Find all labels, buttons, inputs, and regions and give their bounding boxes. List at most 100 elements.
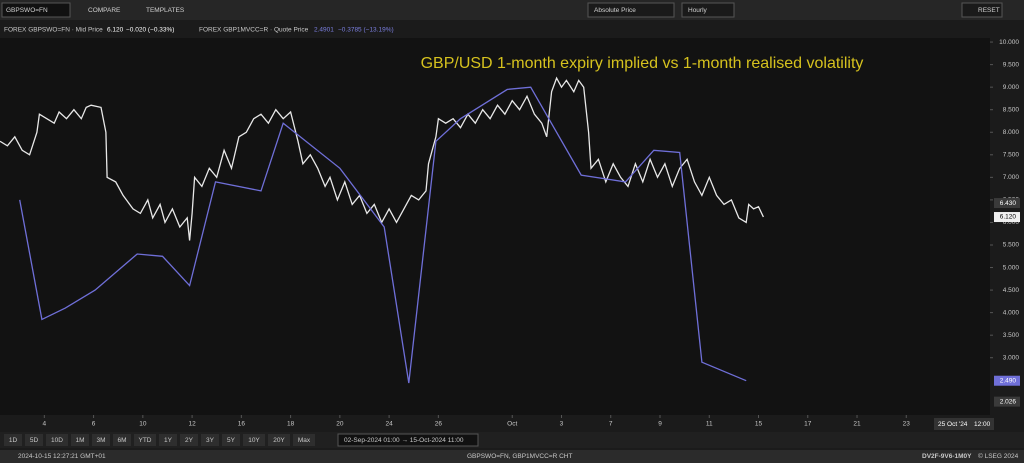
legend-2-name: FOREX GBP1MVCC=R · Quote Price <box>199 27 309 34</box>
price-tag <box>994 212 1020 223</box>
x-tick-label: 23 <box>903 421 911 428</box>
y-tick-label: 9.000 <box>1003 84 1020 91</box>
symbol-box[interactable] <box>1 2 71 18</box>
x-tick-label: 4 <box>43 421 47 428</box>
y-tick-label: 10.000 <box>999 39 1019 46</box>
series-line <box>0 76 764 241</box>
x-tick-label: 3 <box>560 421 564 428</box>
status-bar <box>0 450 1024 463</box>
legend-1-price: 6.120 <box>107 27 124 34</box>
range-button-box[interactable] <box>159 434 177 446</box>
range-button[interactable]: 3M <box>96 437 105 444</box>
range-button[interactable]: 10D <box>51 437 63 444</box>
range-button[interactable]: Max <box>298 437 311 444</box>
price-type-select[interactable]: Absolute Price <box>594 7 636 14</box>
range-button-box[interactable] <box>134 434 156 446</box>
x-tick-label: 9 <box>658 421 662 428</box>
toolbar <box>0 0 1024 20</box>
series-line <box>19 86 747 384</box>
y-tick-label: 5.000 <box>1003 264 1020 271</box>
x-end-time: 12:00 <box>974 421 991 428</box>
status-time: 2024-10-15 12:27:21 GMT+01 <box>18 453 106 460</box>
range-button[interactable]: 10Y <box>248 437 260 444</box>
x-end-box <box>934 418 994 430</box>
price-type-box[interactable] <box>587 2 675 18</box>
range-button[interactable]: 5Y <box>227 437 236 444</box>
range-button-box[interactable] <box>222 434 240 446</box>
price-tag <box>994 396 1020 407</box>
range-button[interactable]: 1D <box>9 437 18 444</box>
range-button-box[interactable] <box>4 434 22 446</box>
price-tag-label: 2.026 <box>1000 398 1017 405</box>
chart-title: GBP/USD 1-month expiry implied vs 1-mont… <box>421 55 864 72</box>
x-tick-label: 17 <box>804 421 812 428</box>
x-tick-label: 11 <box>706 421 713 428</box>
range-button-box[interactable] <box>293 434 315 446</box>
range-button-box[interactable] <box>268 434 290 446</box>
y-tick-label: 3.000 <box>1003 354 1020 361</box>
x-tick-label: 15 <box>755 421 763 428</box>
y-tick-label: 4.000 <box>1003 309 1020 316</box>
compare-button[interactable]: COMPARE <box>88 7 121 14</box>
interval-box[interactable] <box>681 2 735 18</box>
reset-button[interactable]: RESET <box>978 7 1000 14</box>
range-button-box[interactable] <box>113 434 131 446</box>
range-button[interactable]: 3Y <box>206 437 215 444</box>
status-copyright: © LSEG 2024 <box>978 452 1019 460</box>
x-tick-label: 20 <box>336 421 344 428</box>
x-tick-label: 10 <box>139 421 147 428</box>
legend-1-change: −0.020 (−0.33%) <box>126 27 174 34</box>
range-button[interactable]: 5D <box>30 437 39 444</box>
x-tick-label: 6 <box>92 421 96 428</box>
x-tick-label: 24 <box>385 421 393 428</box>
y-tick-label: 8.500 <box>1003 106 1020 113</box>
price-tag-label: 2.490 <box>1000 377 1017 384</box>
range-button[interactable]: 6M <box>117 437 126 444</box>
range-button-box[interactable] <box>92 434 110 446</box>
y-tick-label: 5.500 <box>1003 242 1020 249</box>
x-tick-label: 12 <box>188 421 196 428</box>
x-tick-label: 18 <box>287 421 295 428</box>
x-tick-label: 21 <box>853 421 861 428</box>
status-code: DV2F-9V6-1M0Y <box>922 453 972 460</box>
range-button-box[interactable] <box>46 434 68 446</box>
x-tick-label: Oct <box>507 421 517 428</box>
symbol-input[interactable]: GBPSWO=FN <box>6 7 48 14</box>
range-button-box[interactable] <box>243 434 265 446</box>
x-tick-label: 26 <box>435 421 443 428</box>
legend-2-price: 2.4901 <box>314 27 334 34</box>
x-tick-label: 16 <box>238 421 246 428</box>
y-tick-label: 7.500 <box>1003 152 1020 159</box>
price-tag-label: 6.120 <box>1000 214 1017 221</box>
y-tick-label: 4.500 <box>1003 287 1020 294</box>
y-tick-label: 8.000 <box>1003 129 1020 136</box>
y-tick-label: 9.500 <box>1003 61 1020 68</box>
range-button[interactable]: 1M <box>75 437 84 444</box>
y-tick-label: 6.000 <box>1003 219 1020 226</box>
x-tick-label: 7 <box>609 421 613 428</box>
range-button[interactable]: 2Y <box>185 437 194 444</box>
reset-box[interactable] <box>961 2 1003 18</box>
range-button-box[interactable] <box>25 434 43 446</box>
templates-button[interactable]: TEMPLATES <box>146 7 185 14</box>
legend-2-change: −0.3785 (−13.19%) <box>338 27 394 34</box>
y-tick-label: 7.000 <box>1003 174 1020 181</box>
status-instruments: GBPSWO=FN, GBP1MVCC=R CHT <box>467 453 572 460</box>
x-end-date: 25 Oct '24 <box>938 421 968 428</box>
date-range[interactable]: 02-Sep-2024 01:00 → 15-Oct-2024 11:00 <box>344 437 464 444</box>
legend-1-name: FOREX GBPSWO=FN · Mid Price <box>4 27 103 34</box>
range-button[interactable]: 1Y <box>164 437 173 444</box>
y-tick-label: 3.500 <box>1003 332 1020 339</box>
range-button-box[interactable] <box>71 434 89 446</box>
range-button[interactable]: 20Y <box>273 437 285 444</box>
range-button-box[interactable] <box>180 434 198 446</box>
plot-area <box>0 38 990 415</box>
price-tag <box>994 198 1020 209</box>
interval-select[interactable]: Hourly <box>688 7 708 14</box>
price-tag <box>994 375 1020 386</box>
date-range-box[interactable] <box>337 433 479 447</box>
range-button[interactable]: YTD <box>139 437 152 444</box>
range-button-box[interactable] <box>201 434 219 446</box>
price-tag-label: 6.430 <box>1000 200 1017 207</box>
